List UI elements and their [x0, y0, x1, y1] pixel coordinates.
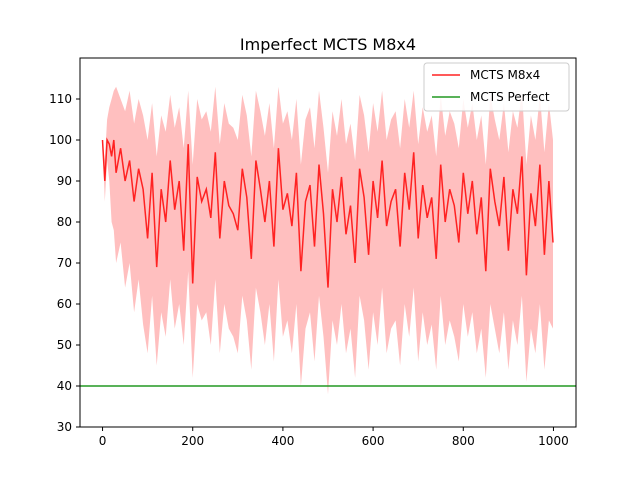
- x-tick-label: 800: [452, 434, 475, 448]
- series-0-line: [101, 137, 554, 288]
- y-tick-label: 80: [57, 215, 72, 229]
- legend: MCTS M8x4 MCTS Perfect: [423, 62, 570, 112]
- chart-title: Imperfect MCTS M8x4: [240, 35, 416, 54]
- y-tick-label: 30: [57, 420, 72, 434]
- y-tick-label: 50: [57, 338, 72, 352]
- legend-box: [423, 62, 570, 112]
- legend-label-0: MCTS M8x4: [470, 68, 540, 82]
- x-tick-label: 1000: [538, 434, 569, 448]
- plot-area: [80, 86, 576, 395]
- y-tick-label: 40: [57, 379, 72, 393]
- y-tick-label: 100: [49, 133, 72, 147]
- x-axis: 0 200 400 600 800 1000: [99, 427, 569, 448]
- y-tick-label: 110: [49, 92, 72, 106]
- x-tick-label: 600: [362, 434, 385, 448]
- x-tick-label: 200: [181, 434, 204, 448]
- x-tick-label: 0: [99, 434, 107, 448]
- x-tick-label: 400: [271, 434, 294, 448]
- y-tick-label: 90: [57, 174, 72, 188]
- y-tick-label: 60: [57, 297, 72, 311]
- y-tick-label: 70: [57, 256, 72, 270]
- axes-frame: [79, 57, 577, 428]
- series-group: [80, 86, 576, 395]
- y-axis: 30 40 50 60 70 80 90 100 110: [49, 92, 80, 434]
- legend-label-1: MCTS Perfect: [470, 90, 550, 104]
